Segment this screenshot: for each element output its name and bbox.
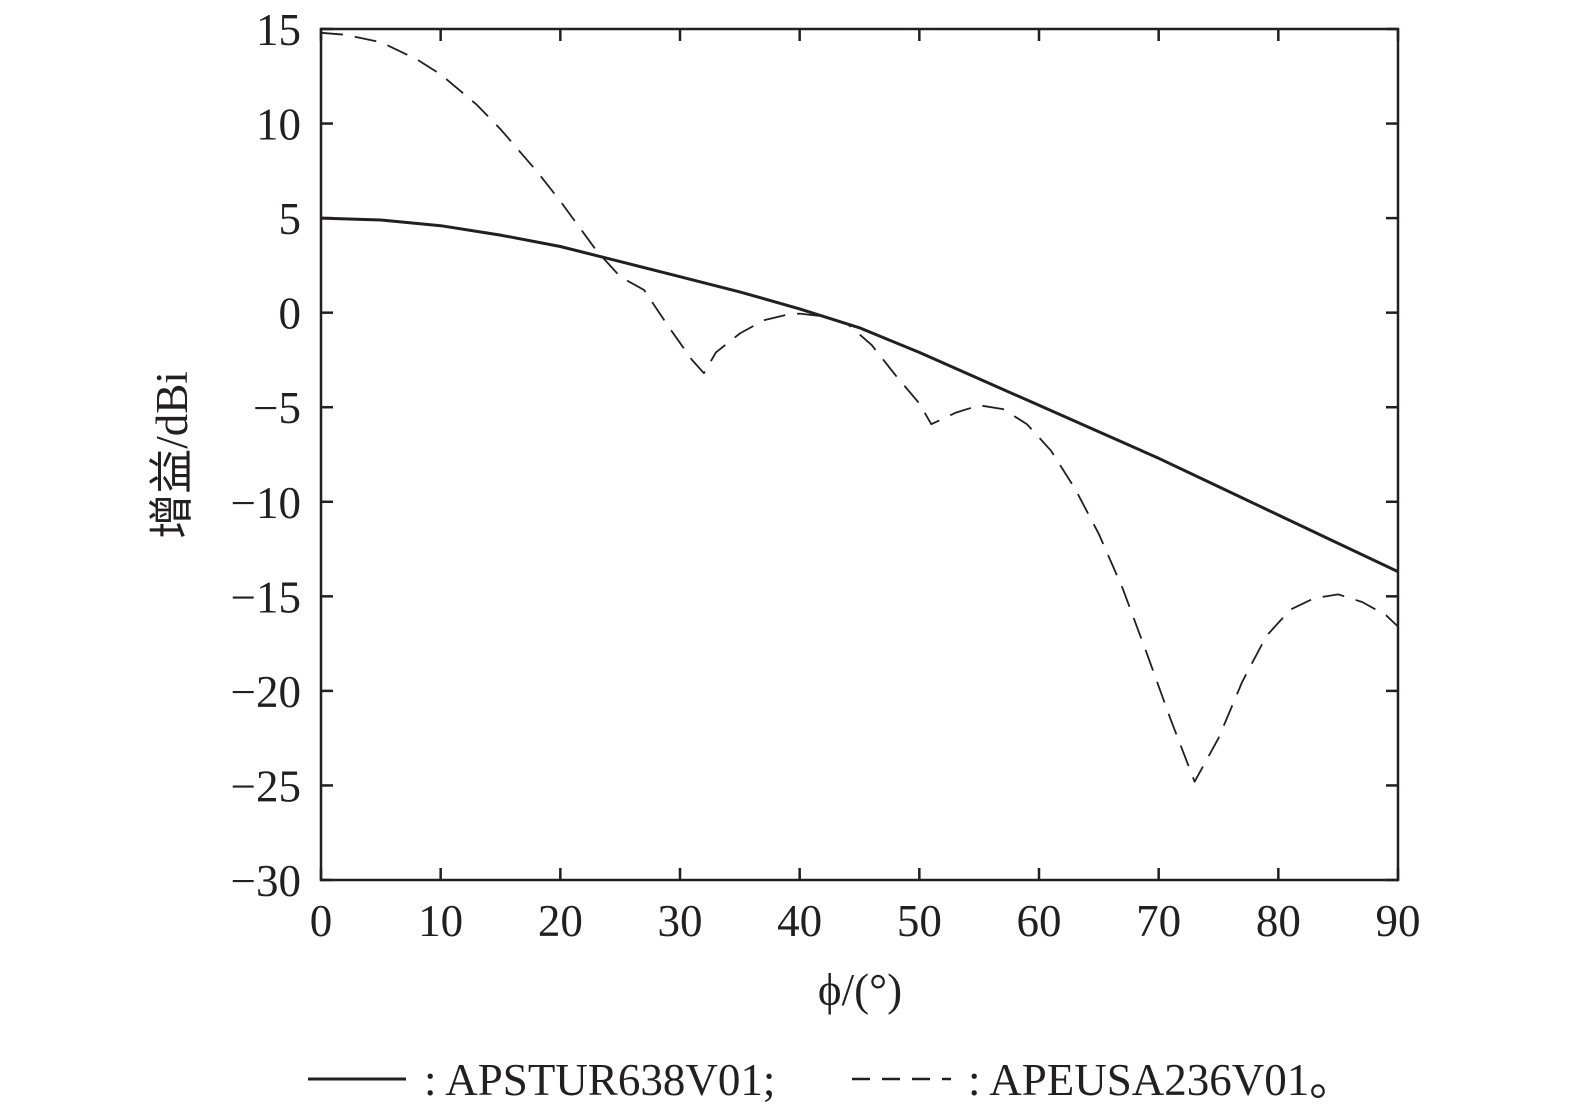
y-tick-label: −20 xyxy=(231,667,301,717)
y-tick-label: 10 xyxy=(256,100,301,150)
y-tick-label: 15 xyxy=(256,5,301,55)
y-tick-label: 0 xyxy=(279,289,302,339)
legend-label-apstur638v01: : APSTUR638V01; xyxy=(424,1055,775,1105)
plot-frame xyxy=(319,27,1400,882)
x-tick-label: 60 xyxy=(1017,896,1062,946)
x-tick-labels: 0 10 20 30 40 50 60 70 80 90 xyxy=(310,896,1421,946)
x-tick-label: 30 xyxy=(658,896,703,946)
x-tick-label: 0 xyxy=(310,896,333,946)
x-tick-label: 50 xyxy=(897,896,942,946)
x-tick-label: 20 xyxy=(538,896,583,946)
x-tick-label: 10 xyxy=(418,896,463,946)
series-lines xyxy=(320,31,1399,783)
y-tick-label: −10 xyxy=(231,478,301,528)
y-tick-labels: 15 10 5 0 −5 −10 −15 −20 −25 −30 xyxy=(231,5,301,906)
legend: : APSTUR638V01; : APEUSA236V01。 xyxy=(308,1055,1354,1105)
series-line-apstur638v01 xyxy=(320,216,1399,574)
x-tick-label: 80 xyxy=(1256,896,1301,946)
x-tick-label: 40 xyxy=(777,896,822,946)
y-tick-label: −25 xyxy=(231,761,301,811)
y-tick-label: −30 xyxy=(231,856,301,906)
y-axis-label: 增益/dBi xyxy=(147,371,197,539)
series-line-apeusa236v01 xyxy=(320,31,1399,783)
y-tick-label: 5 xyxy=(279,194,302,244)
y-tick-label: −15 xyxy=(231,572,301,622)
x-axis-label: ϕ/(°) xyxy=(818,965,902,1015)
legend-label-apeusa236v01: : APEUSA236V01。 xyxy=(968,1055,1354,1105)
x-tick-label: 70 xyxy=(1136,896,1181,946)
x-tick-label: 90 xyxy=(1376,896,1421,946)
axis-ticks xyxy=(319,27,1400,882)
y-tick-label: −5 xyxy=(253,383,301,433)
